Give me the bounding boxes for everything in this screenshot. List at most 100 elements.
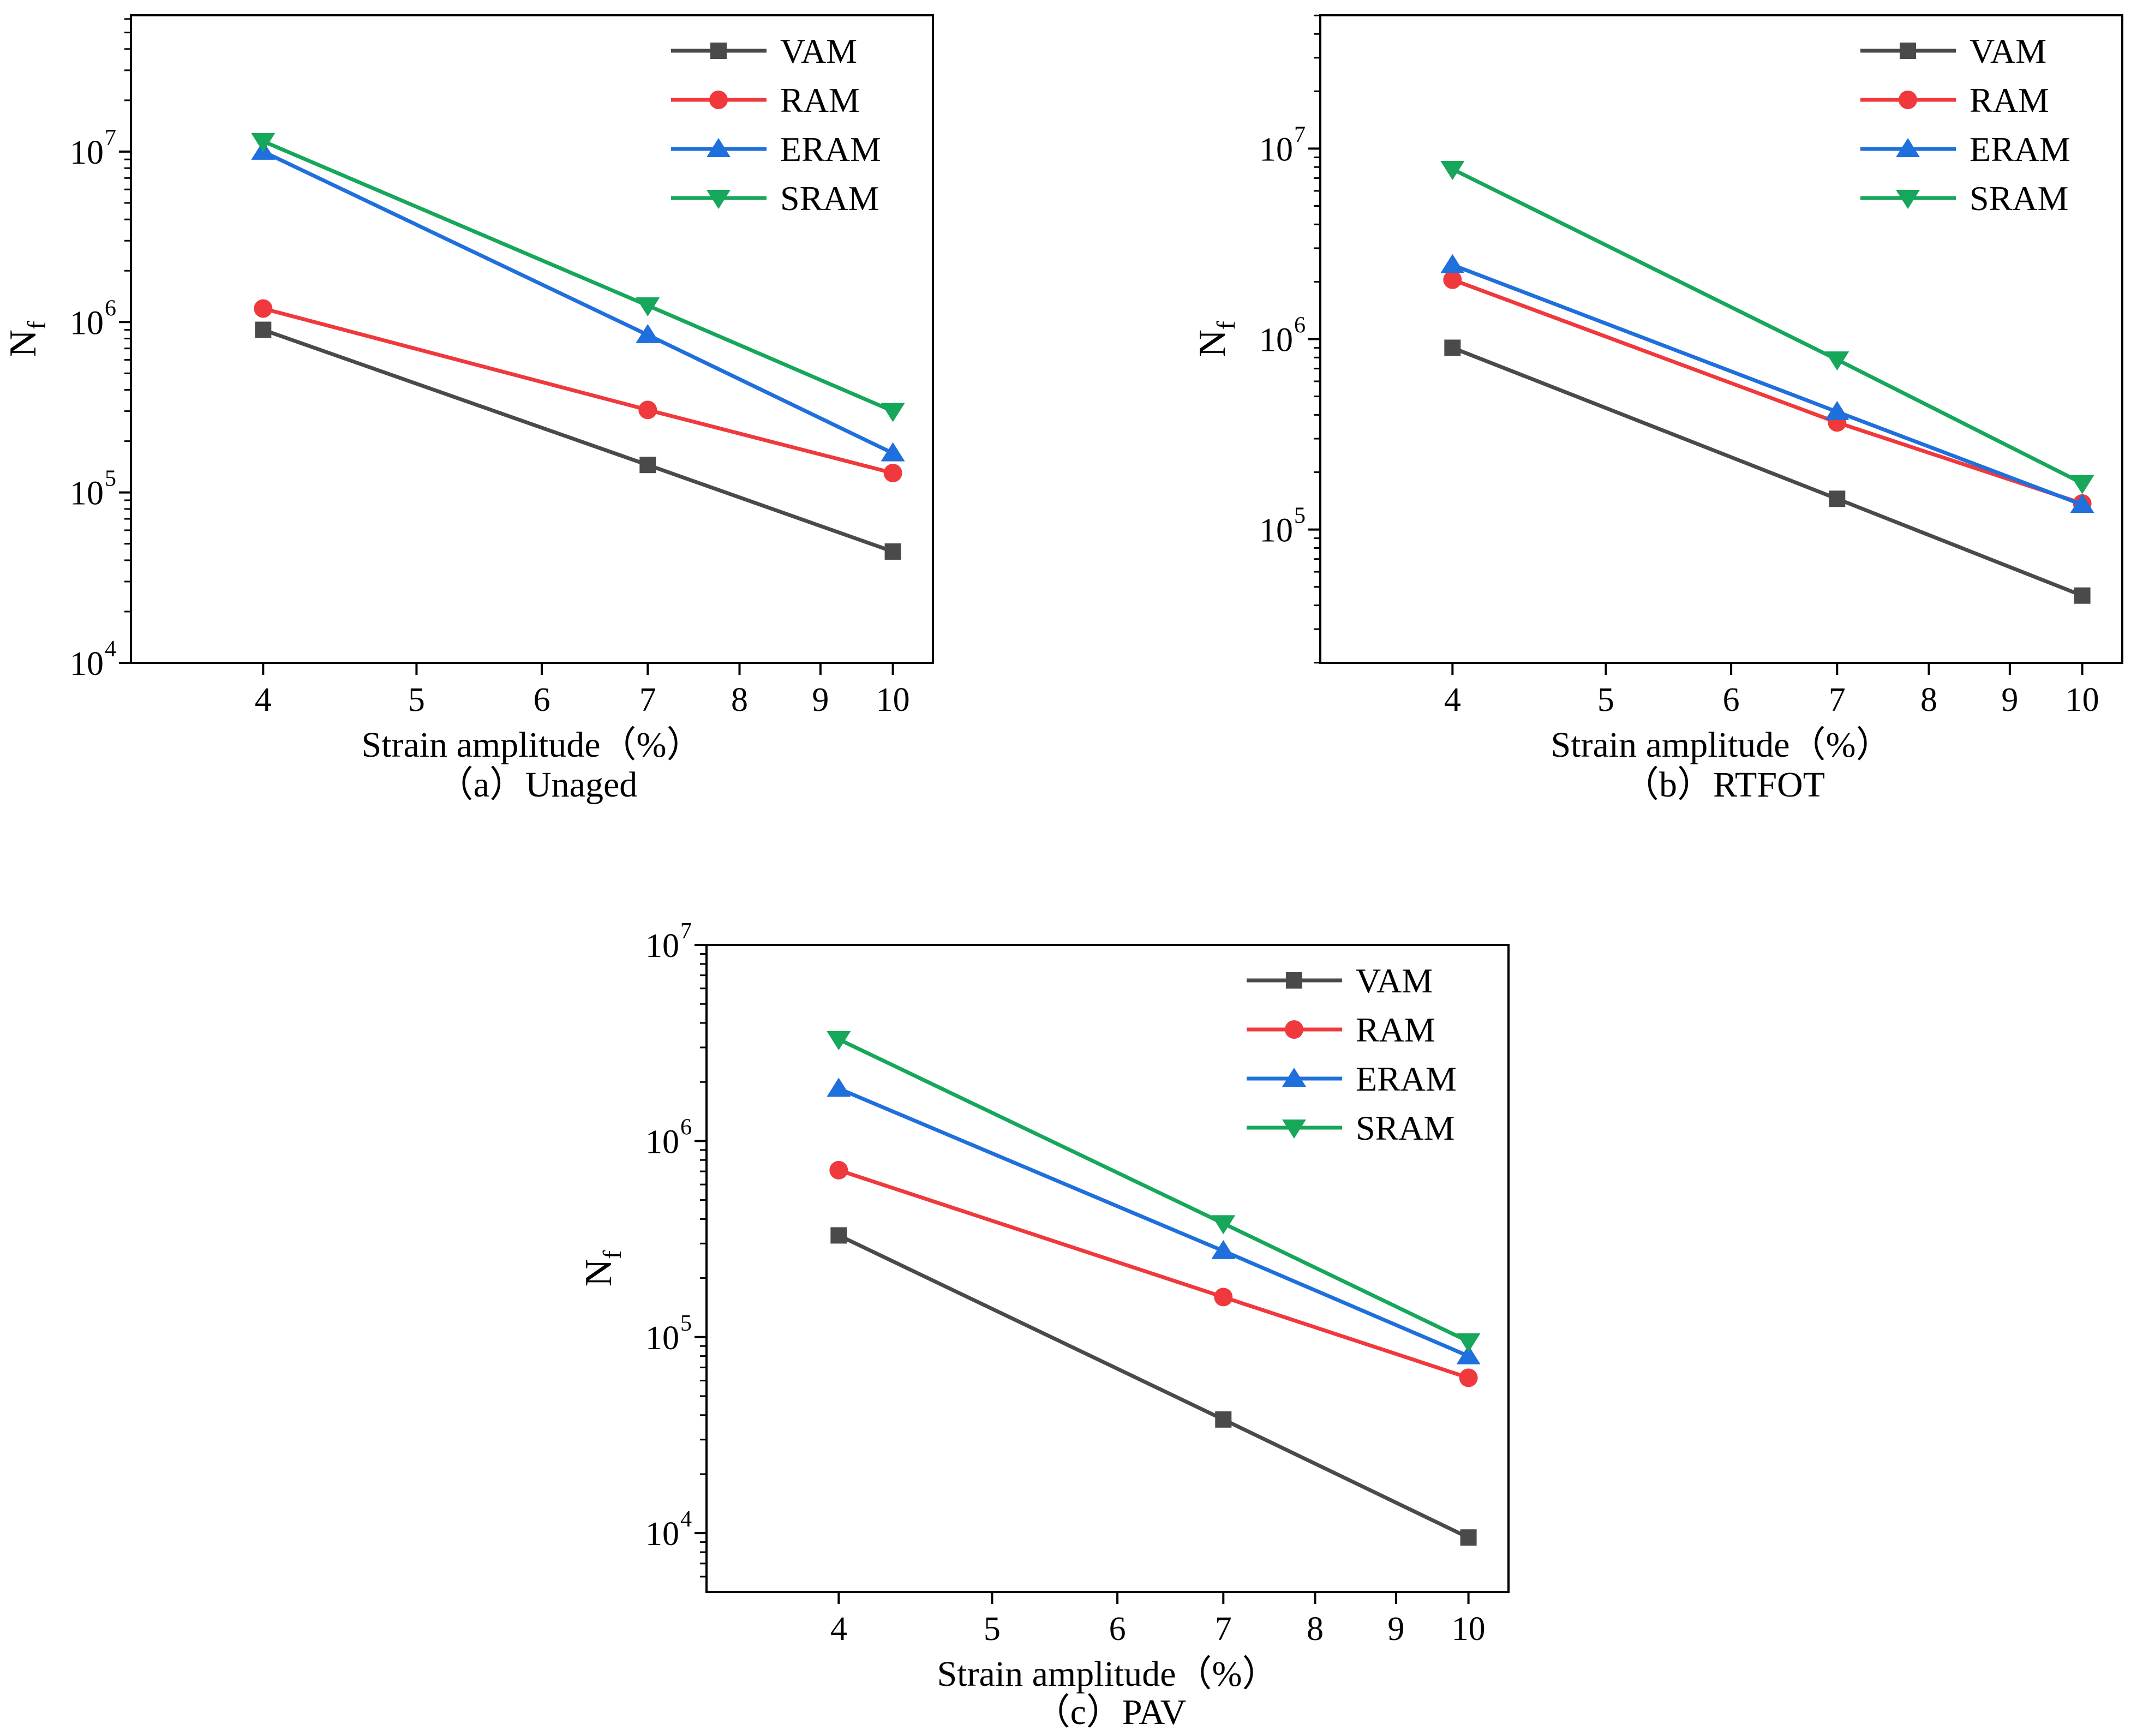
- data-point-sram: [1825, 351, 1849, 371]
- legend-item-ram: RAM: [1860, 81, 2049, 119]
- legend-marker: [1285, 1020, 1303, 1039]
- legend-label: ERAM: [780, 130, 881, 169]
- legend-label: RAM: [1970, 81, 2049, 119]
- legend: VAM RAM ERAM SRAM: [671, 32, 881, 218]
- x-tick-label: 10: [876, 681, 910, 719]
- data-point-sram: [881, 403, 905, 422]
- y-tick-label: 10: [645, 1320, 679, 1357]
- y-tick-label: 10: [70, 304, 104, 342]
- data-point-eram: [827, 1077, 851, 1097]
- data-point-ram: [1459, 1368, 1478, 1387]
- legend-label: SRAM: [1970, 179, 2068, 218]
- data-point-eram: [636, 324, 660, 343]
- legend-item-sram: SRAM: [671, 179, 879, 218]
- x-tick-label: 7: [1829, 681, 1846, 719]
- x-tick-label: 10: [1452, 1611, 1486, 1648]
- y-tick-label: 10: [645, 1123, 679, 1160]
- legend-item-sram: SRAM: [1860, 179, 2068, 218]
- data-point-eram: [2070, 494, 2094, 513]
- panel-caption: （b）RTFOT: [1623, 765, 1825, 805]
- legend-marker: [1900, 43, 1916, 59]
- y-tick-exponent: 7: [105, 125, 116, 151]
- data-point-vam: [1829, 490, 1846, 507]
- data-point-ram: [829, 1160, 848, 1180]
- panel-caption: （c）PAV: [1034, 1692, 1187, 1732]
- x-tick-label: 9: [2001, 681, 2018, 719]
- series-eram: [827, 1077, 1481, 1364]
- series-vam: [1444, 339, 2091, 604]
- data-point-vam: [1460, 1529, 1477, 1546]
- series-line-ram: [838, 1168, 1469, 1380]
- y-tick-label: 10: [70, 134, 104, 171]
- series-sram: [251, 133, 905, 422]
- y-tick-exponent: 6: [680, 1115, 692, 1140]
- legend-item-eram: ERAM: [1247, 1059, 1457, 1098]
- legend-item-eram: ERAM: [1860, 130, 2070, 169]
- legend-marker: [1282, 1120, 1306, 1139]
- y-axis-label-subscript: f: [22, 321, 51, 330]
- y-axis-label-main: N: [1192, 330, 1234, 357]
- legend-marker: [1896, 138, 1920, 157]
- series-ram: [1443, 270, 2092, 513]
- y-axis-label: Nf: [2, 321, 51, 357]
- data-point-vam: [1444, 339, 1461, 356]
- y-tick-exponent: 6: [105, 296, 116, 321]
- legend-marker: [1282, 1068, 1306, 1087]
- data-point-sram: [1456, 1333, 1481, 1352]
- legend-item-vam: VAM: [671, 32, 857, 70]
- legend-label: RAM: [780, 81, 860, 119]
- legend: VAM RAM ERAM SRAM: [1860, 32, 2070, 218]
- y-tick-label: 10: [1259, 322, 1293, 359]
- x-tick-label: 4: [1444, 681, 1461, 719]
- data-point-ram: [254, 299, 273, 318]
- data-point-eram: [1211, 1240, 1236, 1259]
- x-tick-label: 8: [1920, 681, 1937, 719]
- x-tick-label: 6: [1723, 681, 1740, 719]
- series-vam: [255, 321, 901, 560]
- data-point-eram: [1825, 400, 1849, 420]
- legend-marker: [709, 91, 728, 109]
- data-point-sram: [1440, 161, 1465, 181]
- series-eram: [1440, 254, 2094, 513]
- legend-label: ERAM: [1356, 1059, 1457, 1098]
- y-tick-label: 10: [70, 475, 104, 512]
- x-axis-label: Strain amplitude（%）: [361, 725, 702, 765]
- legend-marker: [1896, 190, 1920, 209]
- data-point-sram: [827, 1031, 851, 1051]
- legend-label: VAM: [780, 32, 857, 70]
- data-point-ram: [1214, 1288, 1233, 1307]
- data-point-eram: [1440, 254, 1465, 273]
- y-tick-label: 10: [645, 1516, 679, 1553]
- plot-frame: [705, 944, 1510, 1593]
- data-point-sram: [2070, 475, 2094, 494]
- y-tick-exponent: 5: [680, 1311, 692, 1336]
- x-axis-label: Strain amplitude（%）: [1551, 725, 1891, 765]
- legend-item-vam: VAM: [1860, 32, 2046, 70]
- y-tick-exponent: 5: [1294, 504, 1306, 529]
- x-tick-label: 5: [1597, 681, 1614, 719]
- x-tick-label: 5: [984, 1611, 1001, 1648]
- x-tick-label: 9: [1387, 1611, 1404, 1648]
- x-axis-label: Strain amplitude（%）: [937, 1654, 1278, 1694]
- data-point-ram: [1443, 270, 1462, 289]
- y-axis-label-subscript: f: [1212, 321, 1241, 330]
- legend-label: SRAM: [1356, 1109, 1454, 1147]
- x-tick-label: 4: [255, 681, 272, 719]
- data-point-sram: [1211, 1215, 1236, 1235]
- x-tick-label: 8: [1307, 1611, 1324, 1648]
- series-eram: [251, 140, 905, 462]
- panel-caption: （a）Unaged: [438, 765, 638, 805]
- y-tick-exponent: 7: [680, 919, 692, 944]
- data-point-vam: [1215, 1411, 1232, 1428]
- y-tick-label: 10: [1259, 131, 1293, 168]
- x-tick-label: 10: [2066, 681, 2099, 719]
- legend-label: VAM: [1356, 961, 1433, 1000]
- y-axis-label-main: N: [2, 330, 44, 357]
- data-point-eram: [1456, 1345, 1481, 1364]
- y-tick-exponent: 4: [105, 637, 116, 662]
- x-tick-label: 7: [639, 681, 656, 719]
